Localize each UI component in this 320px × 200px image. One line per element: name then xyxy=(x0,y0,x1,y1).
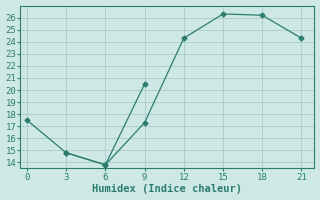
X-axis label: Humidex (Indice chaleur): Humidex (Indice chaleur) xyxy=(92,184,243,194)
